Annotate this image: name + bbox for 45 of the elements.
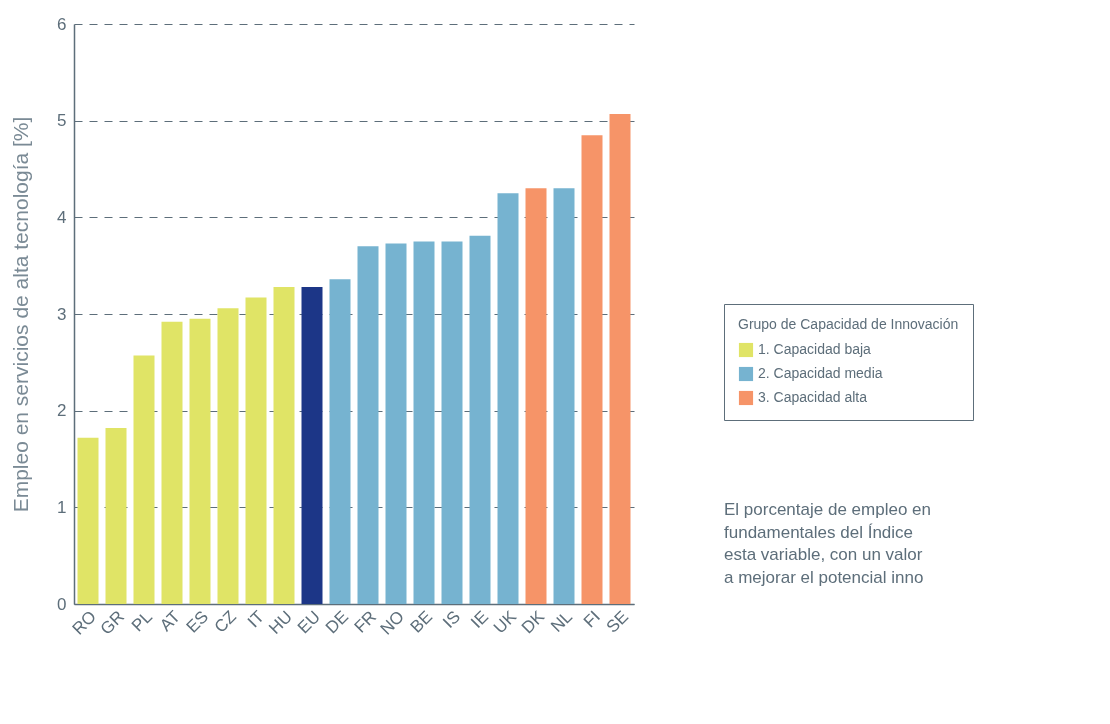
y-tick-label: 1	[57, 497, 67, 517]
legend-title: Grupo de Capacidad de Innovación	[738, 316, 959, 332]
bar	[105, 428, 127, 604]
bar	[189, 318, 211, 604]
x-tick-label: SE	[602, 607, 633, 637]
y-tick-label: 6	[57, 14, 67, 34]
bar	[385, 243, 407, 604]
legend-label: 2. Capacidad media	[758, 365, 883, 381]
bar	[273, 286, 295, 604]
text: esta variable, con un valor	[724, 545, 923, 565]
y-tick-label: 3	[57, 304, 67, 324]
y-tick-label: 2	[57, 401, 67, 421]
bar	[553, 188, 575, 604]
bar	[217, 308, 239, 604]
x-tick-label: CZ	[210, 607, 241, 637]
bar	[441, 241, 463, 604]
legend-label: 3. Capacidad alta	[758, 389, 868, 405]
legend-label: 1. Capacidad baja	[758, 341, 872, 357]
x-tick-label: AT	[156, 607, 185, 635]
bar	[357, 246, 379, 604]
bar	[609, 113, 631, 604]
text: El porcentaje de empleo en	[724, 500, 931, 520]
bar	[497, 193, 519, 604]
y-tick-label: 5	[57, 111, 67, 131]
bar	[413, 241, 435, 604]
bar	[245, 297, 267, 604]
bar	[525, 188, 547, 604]
x-tick-label: FI	[579, 607, 605, 632]
x-tick-label: NL	[547, 607, 577, 636]
y-tick-label: 4	[57, 207, 67, 227]
x-tick-label: PL	[127, 607, 157, 636]
bar	[133, 355, 155, 604]
bar	[161, 321, 183, 604]
bar	[581, 135, 603, 604]
text: a mejorar el potencial inno	[724, 567, 924, 587]
x-tick-label: ES	[182, 607, 213, 637]
y-axis-title: Empleo en servicios de alta tecnología [%]	[9, 116, 33, 513]
bar	[329, 279, 351, 604]
x-tick-label: IS	[439, 607, 465, 632]
bar	[301, 286, 323, 604]
bar	[77, 437, 99, 604]
bar	[469, 235, 491, 604]
y-tick-label: 0	[57, 594, 67, 614]
x-tick-label: BE	[406, 607, 437, 637]
text: fundamentales del Índice	[724, 522, 914, 542]
